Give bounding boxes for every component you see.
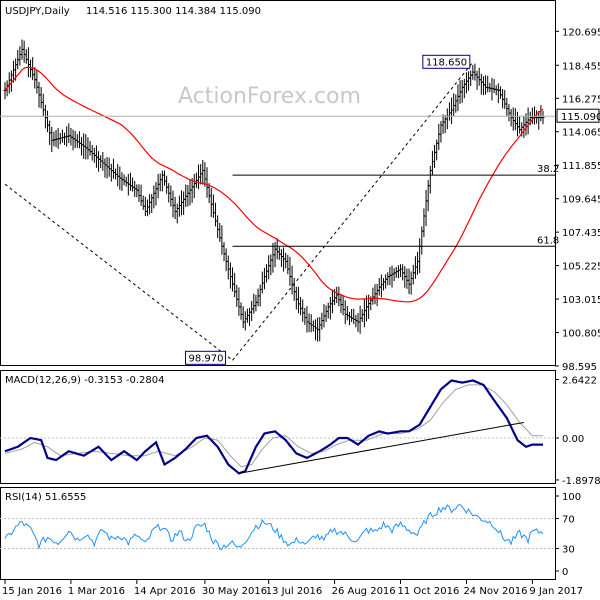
price-ytick-label: 98.595	[562, 362, 597, 373]
x-tick-label: 24 Nov 2016	[463, 586, 527, 597]
rsi-title: RSI(14) 51.6555	[5, 492, 86, 503]
price-ytick-label: 116.275	[562, 94, 600, 105]
price-ytick-label: 107.435	[562, 228, 600, 239]
macd-signal-line	[4, 384, 543, 468]
moving-average-line	[4, 66, 544, 303]
rsi-ytick-label: 70	[562, 515, 575, 526]
macd-layer	[0, 379, 555, 475]
rsi-panel-frame	[0, 487, 556, 580]
dashed-trendline-up	[232, 61, 474, 361]
x-tick-label: 13 Jul 2016	[266, 586, 323, 597]
x-tick-label: 30 May 2016	[202, 586, 267, 597]
macd-panel-frame	[0, 370, 556, 484]
fib-382-label: 38.2	[537, 164, 559, 175]
price-ytick-label: 111.855	[562, 161, 600, 172]
rsi-ytick-label: 100	[562, 492, 581, 503]
price-ytick-label: 109.645	[562, 195, 600, 206]
rsi-ytick-label: 30	[562, 545, 575, 556]
rsi-layer	[0, 504, 555, 551]
price-ytick-label: 120.695	[562, 27, 600, 38]
low-label: 98.970	[189, 353, 224, 364]
price-ytick-label: 105.225	[562, 262, 600, 273]
macd-trendline	[238, 421, 524, 474]
price-title-ohlc: 114.516 115.300 114.384 115.090	[86, 6, 261, 17]
rsi-ytick-label: 0	[562, 567, 568, 578]
price-title-symbol: USDJPY,Daily	[5, 6, 70, 17]
price-layer: 38.2 61.8 118.650 98.970	[0, 39, 559, 365]
dashed-trendline-down	[4, 183, 233, 361]
x-tick-label: 26 Aug 2016	[332, 586, 396, 597]
price-ytick-label: 118.455	[562, 61, 600, 72]
high-label-box	[422, 54, 471, 69]
macd-title: MACD(12,26,9) -0.3153 -0.2804	[5, 375, 165, 386]
macd-ytick-label: -1.8978	[562, 476, 600, 487]
macd-ytick-label: 0.00	[562, 434, 584, 445]
x-tick-label: 15 Jan 2016	[2, 586, 62, 597]
high-label: 118.650	[426, 57, 467, 68]
x-tick-label: 11 Oct 2016	[398, 586, 460, 597]
current-price-label: 115.090	[561, 112, 600, 123]
rsi-line	[4, 504, 544, 551]
macd-line	[4, 379, 543, 475]
x-tick-label: 9 Jan 2017	[529, 586, 583, 597]
watermark: ActionForex.com	[178, 84, 361, 109]
price-ytick-label: 114.065	[562, 128, 600, 139]
x-tick-label: 14 Apr 2016	[134, 586, 196, 597]
price-ytick-label: 103.015	[562, 295, 600, 306]
axis-layer: 120.695 118.455 116.275 114.065 111.855 109.6…	[2, 27, 600, 597]
price-panel-frame	[0, 0, 556, 366]
price-ytick-label: 100.805	[562, 329, 600, 340]
fib-618-label: 61.8	[537, 235, 559, 246]
x-tick-label: 1 Mar 2016	[68, 586, 125, 597]
current-price-tag	[556, 108, 600, 123]
low-label-box	[185, 350, 227, 365]
macd-ytick-label: 2.6422	[562, 375, 597, 386]
